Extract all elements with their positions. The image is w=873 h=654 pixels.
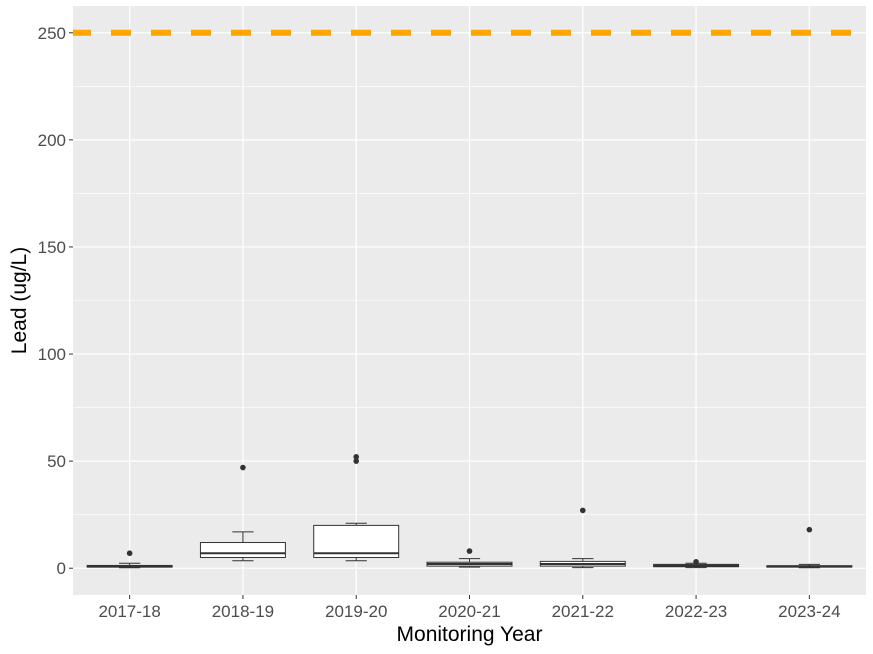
outlier-point <box>353 458 360 464</box>
box-2020-21 <box>426 548 513 568</box>
outlier-point <box>806 526 813 533</box>
x-tick-label: 2020-21 <box>438 602 500 621</box>
outlier-point <box>579 507 586 514</box>
x-tick-label: 2022-23 <box>665 602 727 621</box>
x-tick-label: 2023-24 <box>778 602 840 621</box>
x-axis-title: Monitoring Year <box>397 623 543 646</box>
outlier-point <box>693 559 699 565</box>
x-tick-label: 2017-18 <box>98 602 160 621</box>
box-2021-22 <box>539 507 626 569</box>
box-2019-20 <box>313 454 400 562</box>
box-series <box>86 454 853 569</box>
box-iqr <box>199 542 286 559</box>
y-tick-label: 200 <box>38 131 66 150</box>
y-tick-label: 0 <box>57 559 66 578</box>
x-axis: 2017-18 2018-19 2019-20 2020-21 2021-22 2022-… <box>98 595 841 621</box>
box-iqr <box>313 524 400 559</box>
y-axis: 0 50 100 150 200 250 <box>38 24 73 578</box>
grid-lines <box>73 6 866 595</box>
x-tick-label: 2018-19 <box>212 602 274 621</box>
x-tick-label: 2019-20 <box>325 602 387 621</box>
outlier-point <box>126 550 133 557</box>
y-tick-label: 100 <box>38 345 66 364</box>
y-tick-label: 50 <box>47 452 66 471</box>
outlier-point <box>353 454 360 460</box>
box-2018-19 <box>199 464 286 562</box>
y-axis-title: Lead (ug/L) <box>8 247 31 354</box>
box-2022-23 <box>653 559 740 569</box>
y-tick-label: 150 <box>38 238 66 257</box>
outlier-point <box>240 464 246 471</box>
x-tick-label: 2021-22 <box>552 602 614 621</box>
box-2023-24 <box>766 526 853 569</box>
y-tick-label: 250 <box>38 24 66 43</box>
outlier-point <box>466 548 473 554</box>
box-2017-18 <box>86 550 173 569</box>
